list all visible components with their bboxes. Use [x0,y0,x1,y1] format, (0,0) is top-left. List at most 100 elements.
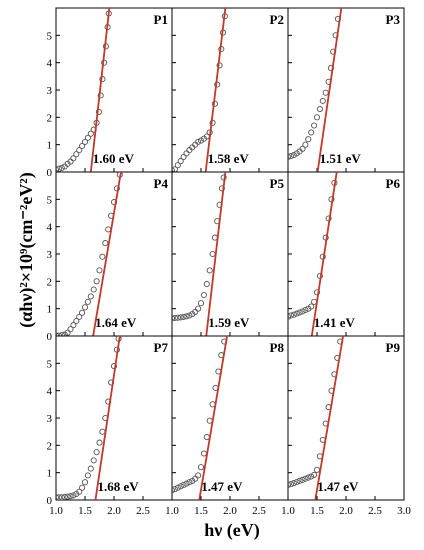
y-tick-label: 4 [47,386,53,398]
panel-label: P3 [386,12,401,27]
data-point [172,167,176,172]
y-tick-label: 0 [47,167,53,179]
data-point [183,313,190,320]
data-point [311,122,318,129]
data-point [308,303,315,310]
x-tick-label: 2.0 [107,505,121,517]
data-point [200,450,207,457]
data-point [177,158,184,165]
band-gap-label: 1.60 eV [93,151,135,166]
panel-label: P7 [154,340,169,355]
data-point [76,488,83,495]
data-point [90,457,97,464]
fit-line [310,172,338,336]
fit-line [316,8,343,172]
band-gap-label: 1.58 eV [208,151,250,166]
data-point [180,153,187,161]
data-point [288,313,292,320]
data-point [96,267,103,274]
data-point [90,286,97,293]
band-gap-label: 1.51 eV [320,151,362,166]
panel-frame [171,171,289,337]
fit-line [198,336,228,500]
y-tick-label: 5 [47,358,53,370]
data-point [172,314,178,322]
data-point [322,89,329,96]
y-tick-label: 3 [47,249,53,261]
data-point [56,494,62,500]
panel-plot-area [56,172,123,336]
panel-plot-area [172,8,228,172]
panel-label: P5 [270,176,285,191]
data-point [311,471,318,478]
panel-label: P2 [270,12,284,27]
data-point [186,479,193,486]
data-point [172,315,176,322]
panel-p2: P2 1.58 eV [171,7,289,173]
y-tick-label: 4 [47,58,53,70]
data-point [58,164,65,171]
data-point [296,477,303,484]
data-point [102,240,109,247]
data-point [302,141,309,148]
panel-p8: P8 1.47 eV [171,335,289,501]
panel-plot-area [288,8,343,172]
x-tick-label: 1.0 [165,505,179,517]
data-point [70,155,77,162]
data-point [172,486,178,493]
y-tick-label: 2 [47,276,53,288]
band-gap-label: 1.47 eV [317,479,359,494]
data-point [195,305,202,312]
panel-p3: P3 1.51 eV [287,7,405,173]
x-tick-label: 2.5 [136,505,150,517]
y-tick-label: 5 [47,194,53,206]
y-tick-label: 0 [47,331,53,343]
x-tick-label: 2.5 [252,505,266,517]
data-point [180,481,187,489]
panel-frame [55,7,173,173]
band-gap-label: 1.47 eV [201,479,243,494]
fit-line [89,8,111,172]
band-gap-label: 1.68 eV [97,479,139,494]
fit-line [205,172,227,336]
data-point [206,267,213,274]
data-point [195,138,202,145]
panel-plot-area [288,336,344,500]
data-point [299,145,306,152]
x-tick-label: 1.5 [310,505,324,517]
data-point [87,130,94,137]
y-tick-label: 5 [47,30,53,42]
panel-label: P1 [154,12,168,27]
data-point [195,472,202,479]
panel-label: P8 [270,340,285,355]
data-point [79,142,86,150]
x-tick-label: 2.5 [368,505,382,517]
data-point [180,313,187,320]
data-point [99,253,106,260]
data-point [302,475,309,482]
fit-line [92,172,122,336]
data-point [73,317,80,325]
panel-frame [55,335,173,501]
panel-label: P9 [386,340,401,355]
panel-frame [287,335,405,501]
data-point [81,138,89,145]
data-point [174,314,181,321]
data-point [76,147,83,154]
data-point [319,97,326,104]
data-point [79,484,86,491]
data-point [313,289,321,296]
data-point [87,293,94,300]
data-point [299,308,306,315]
data-point [110,363,118,370]
panel-p5: P5 1.59 eV [171,171,289,337]
data-point [73,151,80,158]
x-tick-label: 2.0 [223,505,237,517]
panel-frame [55,171,173,337]
y-tick-label: 2 [47,112,53,124]
data-point [288,481,294,488]
data-point [174,484,181,491]
panel-plot-area [172,172,227,336]
data-point [81,304,89,311]
y-tick-label: 3 [47,85,53,97]
